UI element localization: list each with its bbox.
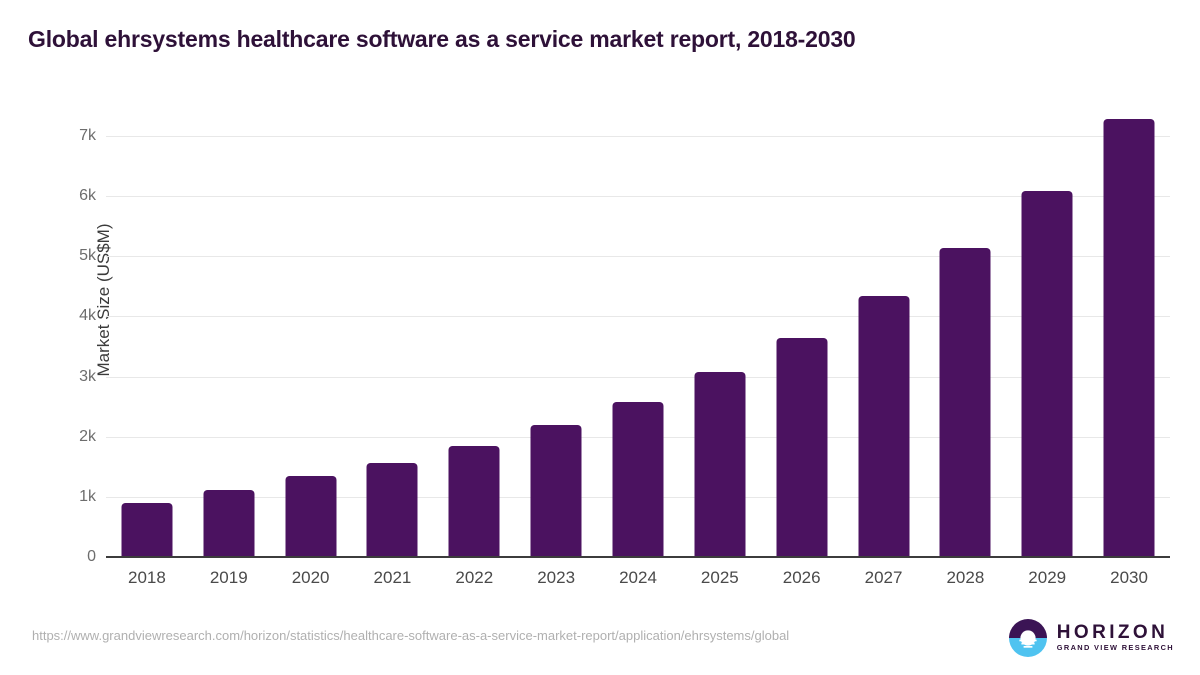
bar-slot <box>597 100 679 557</box>
bar-2026[interactable] <box>776 338 828 557</box>
x-axis-tick-label: 2023 <box>537 568 576 587</box>
y-axis-tick-label: 5k <box>79 247 96 265</box>
y-axis-tick-labels: 0 1k 2k 3k 4k 5k 6k 7k <box>40 0 96 675</box>
bar-2023[interactable] <box>530 425 582 557</box>
bar-2028[interactable] <box>939 247 991 557</box>
bar-slot <box>433 100 515 557</box>
source-url[interactable]: https://www.grandviewresearch.com/horizo… <box>32 628 790 643</box>
gridline <box>106 196 1170 198</box>
bar-2022[interactable] <box>448 445 500 557</box>
x-axis-tick-label: 2030 <box>1110 568 1148 587</box>
gridline <box>106 376 1170 378</box>
bar-2020[interactable] <box>285 476 337 557</box>
gridline <box>106 136 1170 138</box>
bar-2025[interactable] <box>694 372 746 557</box>
y-axis-tick-label: 3k <box>79 367 96 385</box>
logo-wordmark: HORIZON <box>1056 622 1169 643</box>
y-axis-tick-label: 7k <box>79 127 96 145</box>
bar-slot <box>188 100 270 557</box>
bar-2019[interactable] <box>203 490 255 557</box>
bar-slot <box>352 100 434 557</box>
y-axis-tick-label: 2k <box>79 427 96 445</box>
x-axis-tick-label: 2028 <box>946 568 985 587</box>
bar-slot <box>1088 100 1170 557</box>
logo-tagline: GRAND VIEW RESEARCH <box>1056 643 1174 652</box>
y-axis-tick-label: 0 <box>87 548 96 565</box>
x-axis-tick-label: 2018 <box>128 568 166 587</box>
plot-area <box>106 100 1170 557</box>
gridline <box>106 316 1170 318</box>
x-axis-tick-label: 2020 <box>291 568 330 587</box>
bar-slot <box>270 100 352 557</box>
x-axis-tick-label: 2024 <box>619 568 657 587</box>
bar-2030[interactable] <box>1103 118 1155 557</box>
x-axis-tick-label: 2026 <box>782 568 821 587</box>
bar-slot <box>515 100 597 557</box>
x-axis-line <box>106 556 1170 558</box>
y-axis-tick-label: 1k <box>79 487 96 505</box>
y-axis-tick-label: 4k <box>79 307 96 325</box>
horizon-logo[interactable]: HORIZON GRAND VIEW RESEARCH <box>1008 618 1174 658</box>
x-axis-tick-label: 2022 <box>455 568 494 587</box>
bar-2021[interactable] <box>366 462 418 557</box>
x-axis-tick-label: 2019 <box>209 568 248 587</box>
x-axis-tick-label: 2025 <box>700 568 739 587</box>
bar-2029[interactable] <box>1021 191 1073 557</box>
gridline <box>106 256 1170 258</box>
x-axis-tick-label: 2021 <box>373 568 412 587</box>
bar-slot <box>106 100 188 557</box>
bar-2027[interactable] <box>858 296 910 557</box>
y-axis-tick-label: 6k <box>79 187 96 205</box>
page-title: Global ehrsystems healthcare software as… <box>28 26 856 52</box>
bar-slot <box>679 100 761 557</box>
bar-slot <box>843 100 925 557</box>
bar-2018[interactable] <box>121 502 173 557</box>
logo-text-block: HORIZON GRAND VIEW RESEARCH <box>1057 623 1174 653</box>
horizon-sun-circle-icon <box>1008 619 1047 657</box>
bar-slot <box>761 100 843 557</box>
bar-slot <box>1006 100 1088 557</box>
bar-2024[interactable] <box>612 401 664 557</box>
x-axis-tick-label: 2029 <box>1028 568 1067 587</box>
bar-slot <box>924 100 1006 557</box>
x-axis-tick-label: 2027 <box>864 568 903 587</box>
